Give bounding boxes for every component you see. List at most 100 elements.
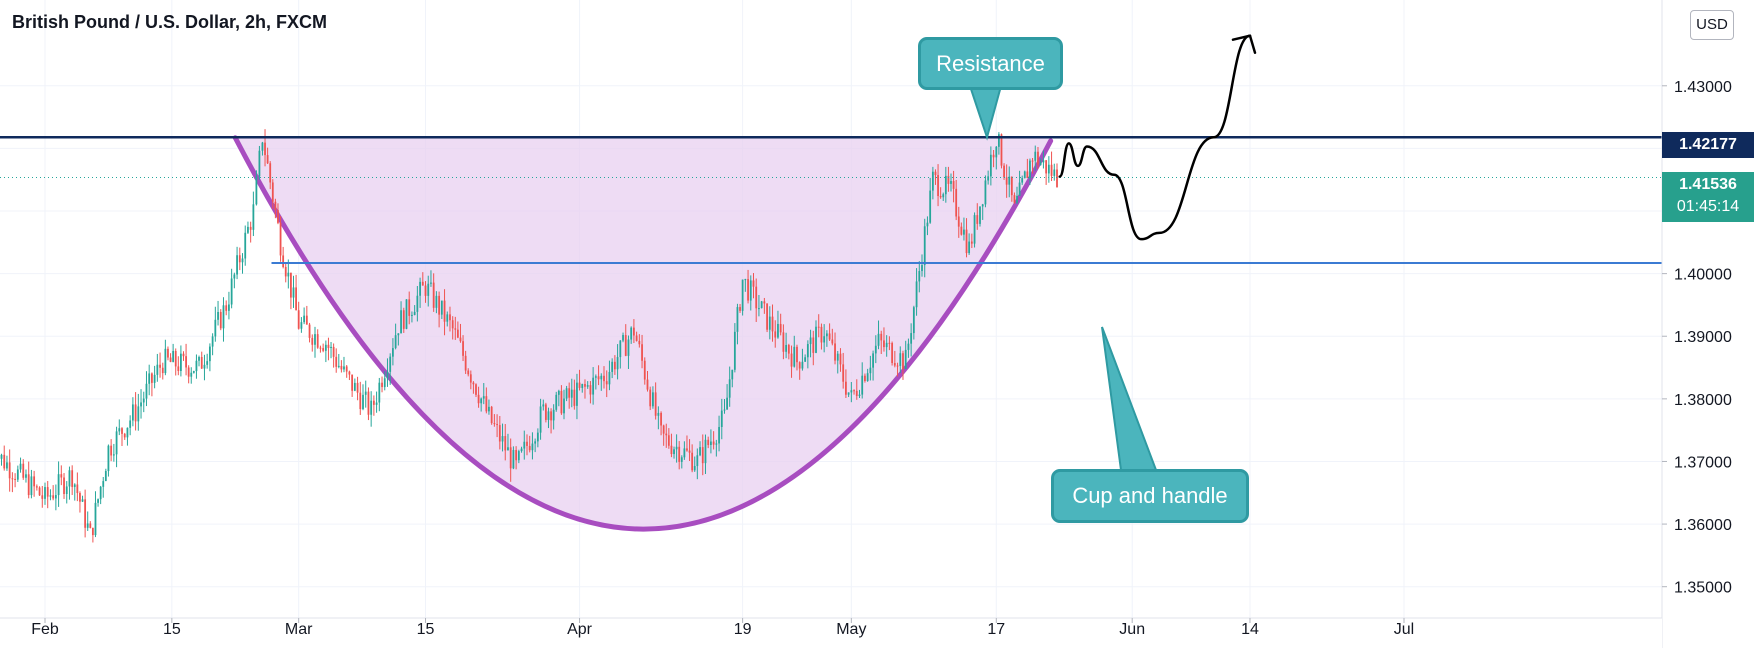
candle-body bbox=[435, 295, 438, 308]
candle-body bbox=[411, 314, 413, 316]
candle-body bbox=[359, 392, 362, 410]
candle-body bbox=[324, 344, 327, 351]
resistance-callout[interactable]: Resistance bbox=[918, 37, 1063, 90]
candle-body bbox=[793, 346, 796, 367]
candle-body bbox=[997, 134, 1000, 147]
candle-body bbox=[65, 486, 68, 495]
candle-body bbox=[131, 404, 134, 421]
candle-body bbox=[372, 400, 375, 405]
price-tick-label: 1.37000 bbox=[1674, 454, 1732, 471]
candle-body bbox=[454, 328, 457, 330]
candle-body bbox=[937, 175, 939, 196]
candle-body bbox=[804, 357, 807, 362]
candle-body bbox=[351, 374, 354, 391]
candle-body bbox=[638, 340, 641, 345]
candle-body bbox=[208, 346, 211, 362]
candle-body bbox=[858, 394, 861, 396]
candle-body bbox=[419, 281, 421, 296]
candle-body bbox=[392, 348, 394, 357]
candle-body bbox=[432, 282, 435, 308]
candle-body bbox=[701, 447, 704, 464]
candle-body bbox=[123, 433, 126, 438]
time-tick-label: Feb bbox=[31, 621, 59, 638]
candle-body bbox=[427, 283, 430, 296]
candle-body bbox=[741, 279, 744, 311]
candle-body bbox=[660, 412, 662, 426]
cup-and-handle-callout[interactable]: Cup and handle bbox=[1051, 469, 1249, 523]
candle-body bbox=[1053, 169, 1056, 176]
candle-body bbox=[798, 362, 801, 369]
candle-body bbox=[1056, 169, 1058, 188]
candle-body bbox=[490, 406, 493, 424]
candle-body bbox=[206, 361, 209, 365]
candle-body bbox=[608, 371, 611, 385]
candle-body bbox=[904, 349, 907, 370]
time-tick-label: 14 bbox=[1241, 621, 1259, 638]
candle-body bbox=[343, 366, 345, 370]
candle-body bbox=[214, 319, 217, 337]
candle-body bbox=[758, 308, 760, 310]
candle-body bbox=[563, 398, 565, 414]
candle-body bbox=[501, 436, 504, 442]
candle-body bbox=[443, 300, 446, 322]
candle-body bbox=[902, 353, 904, 370]
candle-body bbox=[662, 425, 665, 434]
candle-body bbox=[926, 222, 929, 227]
candle-body bbox=[710, 441, 712, 446]
candle-body bbox=[330, 346, 332, 349]
candle-body bbox=[295, 287, 297, 311]
candle-body bbox=[381, 382, 383, 388]
candle-body bbox=[405, 299, 408, 329]
candle-body bbox=[670, 445, 673, 455]
cup-pattern bbox=[232, 135, 1054, 532]
candle-body bbox=[850, 390, 853, 393]
candle-body bbox=[885, 342, 888, 348]
price-tick-label: 1.36000 bbox=[1674, 517, 1732, 534]
candle-body bbox=[785, 344, 788, 352]
candle-body bbox=[825, 333, 828, 337]
candle-body bbox=[156, 364, 159, 375]
candle-body bbox=[515, 449, 518, 461]
candle-body bbox=[1050, 164, 1053, 176]
candle-body bbox=[768, 316, 771, 330]
candle-body bbox=[164, 348, 167, 374]
candle-body bbox=[27, 474, 30, 496]
candle-body bbox=[222, 305, 225, 329]
candle-body bbox=[731, 369, 734, 380]
candle-body bbox=[145, 383, 148, 399]
candle-body bbox=[1023, 171, 1026, 179]
candle-body bbox=[282, 255, 285, 267]
candle-body bbox=[493, 423, 496, 425]
projection-path bbox=[1058, 34, 1257, 241]
candle-body bbox=[507, 447, 509, 451]
candle-body bbox=[944, 175, 947, 195]
candle-body bbox=[1047, 164, 1050, 174]
candle-body bbox=[733, 331, 736, 370]
candle-body bbox=[456, 329, 459, 338]
candle-body bbox=[258, 150, 261, 177]
candle-body bbox=[84, 499, 87, 528]
candle-body bbox=[815, 326, 817, 353]
candle-body bbox=[241, 258, 244, 263]
candle-body bbox=[584, 384, 586, 387]
candle-body bbox=[699, 447, 701, 456]
candle-body bbox=[348, 371, 351, 375]
candle-body bbox=[981, 204, 984, 207]
currency-selector[interactable]: USD bbox=[1690, 10, 1734, 40]
candle-body bbox=[528, 445, 531, 451]
candle-body bbox=[950, 181, 952, 184]
candle-body bbox=[1034, 151, 1037, 161]
candle-body bbox=[984, 180, 987, 205]
candle-body bbox=[73, 484, 76, 487]
candle-body bbox=[1013, 195, 1016, 203]
candle-body bbox=[451, 320, 454, 329]
candle-body bbox=[654, 392, 657, 416]
candle-body bbox=[646, 379, 649, 390]
candle-body bbox=[987, 176, 990, 181]
candle-body bbox=[592, 377, 595, 395]
candle-body bbox=[238, 255, 241, 263]
candle-body bbox=[912, 307, 915, 334]
candle-body bbox=[581, 384, 584, 388]
cup-curve bbox=[232, 135, 1054, 532]
